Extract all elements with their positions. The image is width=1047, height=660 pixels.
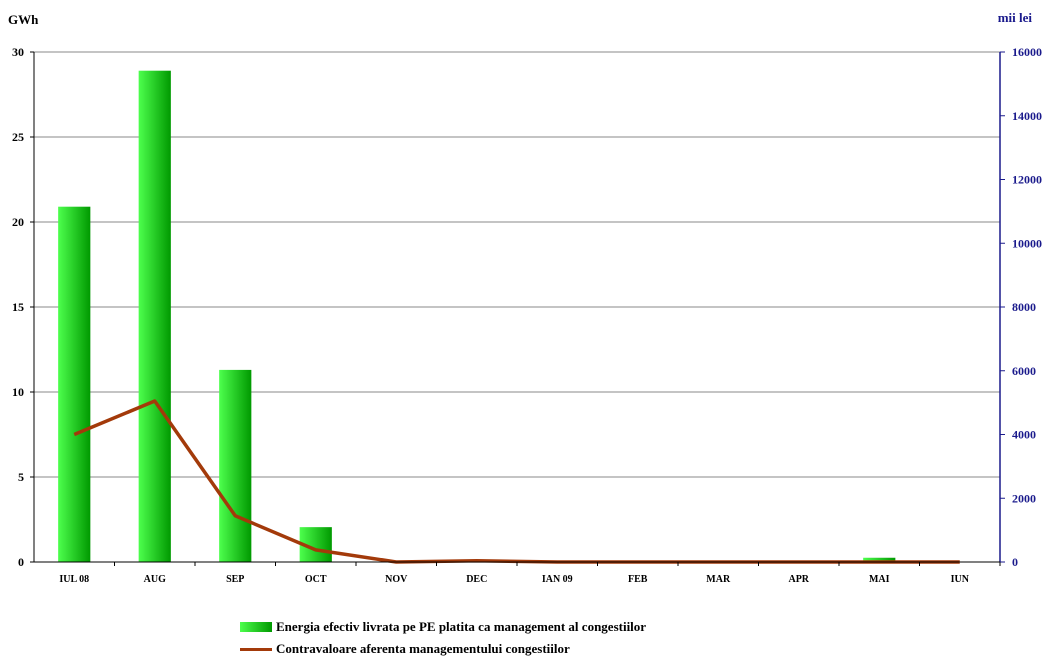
bar xyxy=(138,70,171,562)
x-tick-label: DEC xyxy=(466,574,487,585)
x-tick-label: MAI xyxy=(869,574,890,585)
x-tick-label: NOV xyxy=(385,574,408,585)
legend: Energia efectiv livrata pe PE platita ca… xyxy=(240,616,646,660)
legend-swatch-line xyxy=(240,647,272,651)
legend-label-bars: Energia efectiv livrata pe PE platita ca… xyxy=(276,619,647,634)
legend-item-line: Contravaloare aferenta managementului co… xyxy=(240,638,646,660)
left-tick-label: 20 xyxy=(12,215,24,229)
axes xyxy=(30,51,1005,566)
right-tick-label: 4000 xyxy=(1012,428,1036,442)
tick-labels: 0 5 10 15 20 25 30 0 2000 4000 6000 8000 10000 12000 1… xyxy=(12,45,1042,585)
right-tick-label: 2000 xyxy=(1012,491,1036,505)
legend-label-line: Contravaloare aferenta managementului co… xyxy=(276,641,570,656)
x-tick-label: AUG xyxy=(144,574,166,585)
x-tick-label: APR xyxy=(788,574,809,585)
left-tick-label: 5 xyxy=(18,470,24,484)
right-tick-label: 0 xyxy=(1012,555,1018,569)
x-tick-label: IUN xyxy=(951,574,970,585)
x-tick-label: IAN 09 xyxy=(542,574,573,585)
left-axis-unit: GWh xyxy=(8,12,39,27)
right-tick-label: 16000 xyxy=(1012,45,1042,59)
bar-series xyxy=(58,70,896,562)
left-tick-label: 25 xyxy=(12,130,24,144)
left-tick-label: 15 xyxy=(12,300,24,314)
x-tick-label: IUL 08 xyxy=(59,574,89,585)
right-tick-label: 14000 xyxy=(1012,109,1042,123)
line-path xyxy=(73,399,960,564)
right-tick-label: 8000 xyxy=(1012,300,1036,314)
left-tick-label: 0 xyxy=(18,555,24,569)
right-tick-label: 10000 xyxy=(1012,236,1042,250)
legend-swatch-bars xyxy=(240,622,272,632)
legend-item-bars: Energia efectiv livrata pe PE platita ca… xyxy=(240,616,646,638)
bar xyxy=(219,369,252,562)
x-tick-label: FEB xyxy=(628,574,648,585)
left-tick-label: 30 xyxy=(12,45,24,59)
right-axis-unit: mii lei xyxy=(998,10,1033,25)
right-tick-label: 12000 xyxy=(1012,173,1042,187)
bar xyxy=(58,206,91,562)
x-tick-label: MAR xyxy=(706,574,731,585)
line-series xyxy=(73,399,960,564)
bar xyxy=(863,557,896,562)
left-tick-label: 10 xyxy=(12,385,24,399)
gridlines xyxy=(34,51,1000,478)
x-tick-label: OCT xyxy=(305,574,327,585)
x-tick-label: SEP xyxy=(226,574,244,585)
right-tick-label: 6000 xyxy=(1012,364,1036,378)
